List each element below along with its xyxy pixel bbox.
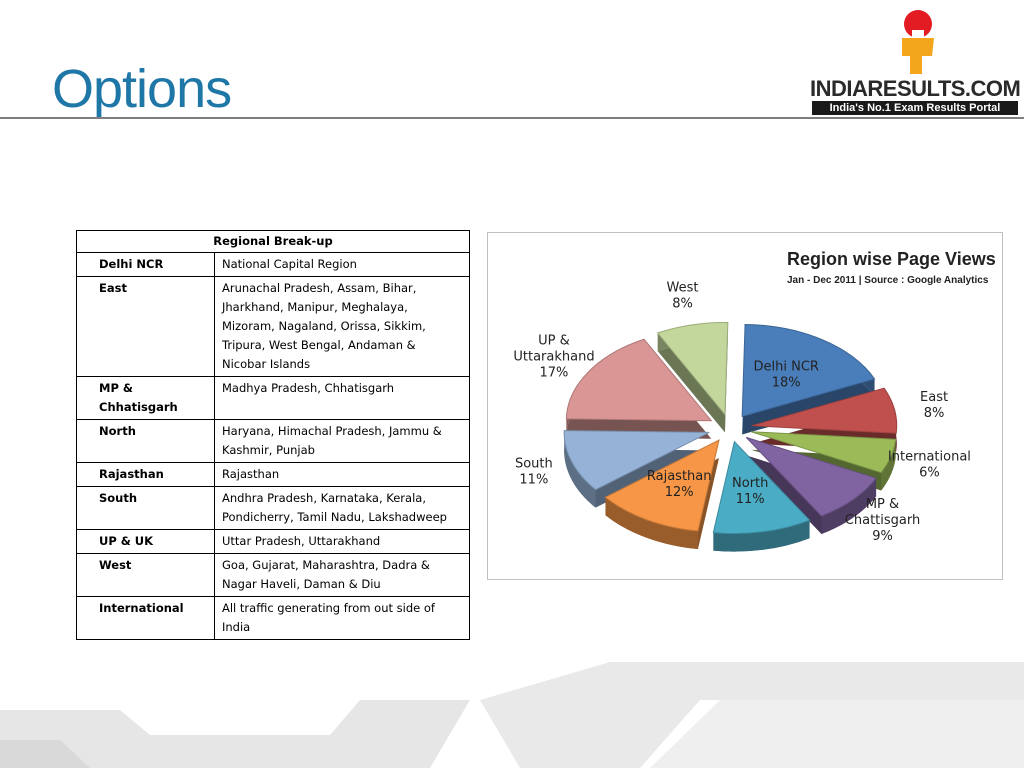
region-name: UP & UK	[76, 529, 215, 554]
region-states: Arunachal Pradesh, Assam, Bihar, Jharkha…	[214, 276, 470, 377]
slice-label: UP & Uttarakhand 17%	[513, 333, 594, 380]
table-row: Rajasthan Rajasthan	[76, 462, 470, 487]
pie-slice	[563, 430, 710, 491]
pie-chart-panel: Delhi NCR 18% East 8% International 6% MP & Cha…	[487, 232, 1003, 580]
pie-slice	[565, 338, 713, 422]
slice-label: International 6%	[888, 449, 971, 480]
pie-slice-rim	[881, 439, 896, 491]
region-states: Haryana, Himachal Pradesh, Jammu & Kashm…	[214, 419, 470, 463]
region-name: North	[76, 419, 215, 463]
region-name: West	[76, 553, 215, 597]
indiaresults-logo: INDIARESULTS.COM India's No.1 Exam Resul…	[810, 8, 1021, 116]
table-row: North Haryana, Himachal Pradesh, Jammu &…	[76, 419, 470, 463]
slide-title: Options	[52, 59, 232, 119]
slice-label: Delhi NCR 18%	[754, 359, 819, 390]
table-header: Regional Break-up	[76, 230, 470, 253]
pie-slice	[656, 322, 729, 416]
table-row: South Andhra Pradesh, Karnataka, Kerala,…	[76, 486, 470, 530]
region-states: Rajasthan	[214, 462, 470, 487]
slice-label: Rajasthan 12%	[647, 469, 712, 500]
region-states: National Capital Region	[214, 252, 470, 277]
chart-title: Region wise Page Views	[787, 249, 996, 269]
pie-slice	[751, 431, 897, 474]
pie-slice	[745, 436, 877, 517]
region-name: International	[76, 596, 215, 640]
region-name: South	[76, 486, 215, 530]
slice-label: West 8%	[667, 281, 699, 312]
region-name: MP & Chhatisgarh	[76, 376, 215, 420]
background-decoration	[0, 662, 1024, 768]
pie-slice	[604, 439, 720, 532]
slice-label: East 8%	[920, 390, 948, 421]
table-row: MP & Chhatisgarh Madhya Pradesh, Chhatis…	[76, 376, 470, 420]
logo-text: INDIARESULTS.COM	[810, 76, 1021, 101]
pie-chart: Delhi NCR 18% East 8% International 6% MP & Cha…	[513, 281, 971, 552]
table-row: UP & UK Uttar Pradesh, Uttarakhand	[76, 529, 470, 554]
title-divider	[0, 117, 1024, 119]
logo-mascot-icon	[902, 10, 934, 74]
pie-slice	[751, 387, 898, 434]
pie-slice	[741, 323, 876, 418]
region-name: Delhi NCR	[76, 252, 215, 277]
pie-slice-rim	[564, 430, 596, 508]
regional-breakup-table: Regional Break-up Delhi NCR National Cap…	[76, 230, 470, 640]
slice-label: South 11%	[515, 457, 553, 488]
region-states: Uttar Pradesh, Uttarakhand	[214, 529, 470, 554]
pie-slice-rim	[605, 497, 698, 550]
table-row: International All traffic generating fro…	[76, 596, 470, 640]
region-name: Rajasthan	[76, 462, 215, 487]
chart-subtitle: Jan - Dec 2011 | Source : Google Analyti…	[787, 275, 989, 286]
slice-label: MP & Chattisgarh 9%	[845, 497, 920, 544]
table-row: West Goa, Gujarat, Maharashtra, Dadra & …	[76, 553, 470, 597]
table-row: Delhi NCR National Capital Region	[76, 252, 470, 277]
region-states: Andhra Pradesh, Karnataka, Kerala, Pondi…	[214, 486, 470, 530]
table-row: East Arunachal Pradesh, Assam, Bihar, Jh…	[76, 276, 470, 377]
logo-tagline: India's No.1 Exam Results Portal	[812, 101, 1018, 115]
region-states: Goa, Gujarat, Maharashtra, Dadra & Nagar…	[214, 553, 470, 597]
pie-slice-rim	[821, 478, 877, 535]
region-name: East	[76, 276, 215, 377]
region-states: Madhya Pradesh, Chhatisgarh	[214, 376, 470, 420]
slice-label: North 11%	[732, 476, 768, 507]
region-states: All traffic generating from out side of …	[214, 596, 470, 640]
pie-slice	[712, 440, 811, 535]
